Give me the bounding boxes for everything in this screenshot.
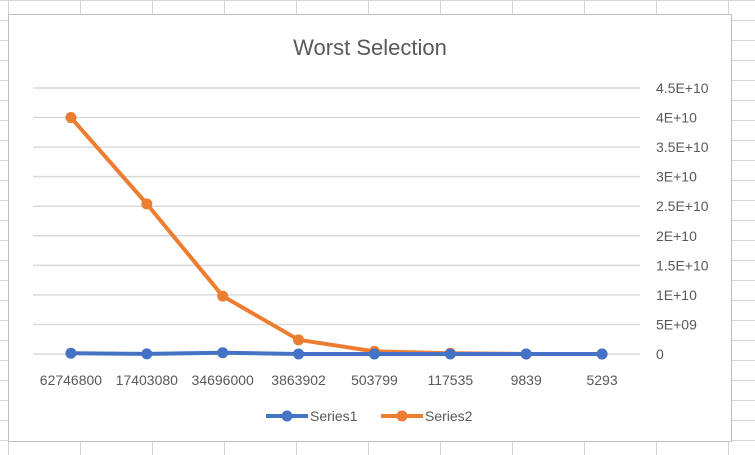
data-point[interactable] (596, 348, 608, 360)
data-point[interactable] (293, 348, 305, 360)
x-tick-label: 117535 (427, 372, 473, 388)
x-tick-label: 503799 (351, 372, 398, 388)
data-point[interactable] (368, 348, 380, 360)
legend-swatch-marker (281, 410, 293, 422)
x-tick-label: 9839 (511, 372, 542, 388)
y-tick-label: 5E+09 (656, 316, 697, 332)
data-point[interactable] (520, 348, 532, 360)
legend-entry[interactable]: Series1 (266, 408, 358, 424)
x-tick-label: 5293 (586, 372, 617, 388)
y-tick-label: 2E+10 (656, 228, 697, 244)
x-tick-label: 34696000 (192, 372, 255, 388)
legend: Series1 Series2 (266, 408, 473, 424)
x-tick-label: 62746800 (40, 372, 103, 388)
y-tick-label: 0 (656, 346, 664, 362)
legend-swatch-marker (396, 410, 408, 422)
legend-label: Series2 (425, 408, 473, 424)
data-point[interactable] (293, 334, 305, 346)
y-tick-label: 3.5E+10 (656, 139, 709, 155)
data-point[interactable] (65, 347, 77, 359)
x-tick-label: 3863902 (271, 372, 326, 388)
data-point[interactable] (217, 347, 229, 359)
data-point[interactable] (444, 348, 456, 360)
chart-title: Worst Selection (293, 35, 447, 60)
data-point[interactable] (65, 112, 77, 124)
y-tick-label: 4E+10 (656, 110, 697, 126)
legend-entry[interactable]: Series2 (381, 408, 473, 424)
y-tick-label: 2.5E+10 (656, 198, 709, 214)
x-axis-labels: 62746800 17403080 34696000 3863902 503799 117… (40, 372, 618, 388)
x-tick-label: 17403080 (116, 372, 179, 388)
y-tick-label: 3E+10 (656, 169, 697, 185)
series-lines (65, 112, 608, 360)
gridlines (33, 87, 640, 355)
legend-label: Series1 (310, 408, 358, 424)
data-point[interactable] (141, 198, 153, 210)
series-line[interactable] (68, 350, 605, 356)
chart-area[interactable] (8, 14, 732, 442)
y-tick-label: 4.5E+10 (656, 80, 709, 96)
data-point[interactable] (217, 290, 229, 302)
y-axis-labels: 0 5E+09 1E+10 1.5E+10 2E+10 2.5E+10 3E+10 3.5E+… (656, 80, 709, 362)
y-tick-label: 1E+10 (656, 287, 697, 303)
data-point[interactable] (141, 348, 153, 360)
series-1[interactable] (65, 347, 608, 360)
y-tick-label: 1.5E+10 (656, 257, 709, 273)
